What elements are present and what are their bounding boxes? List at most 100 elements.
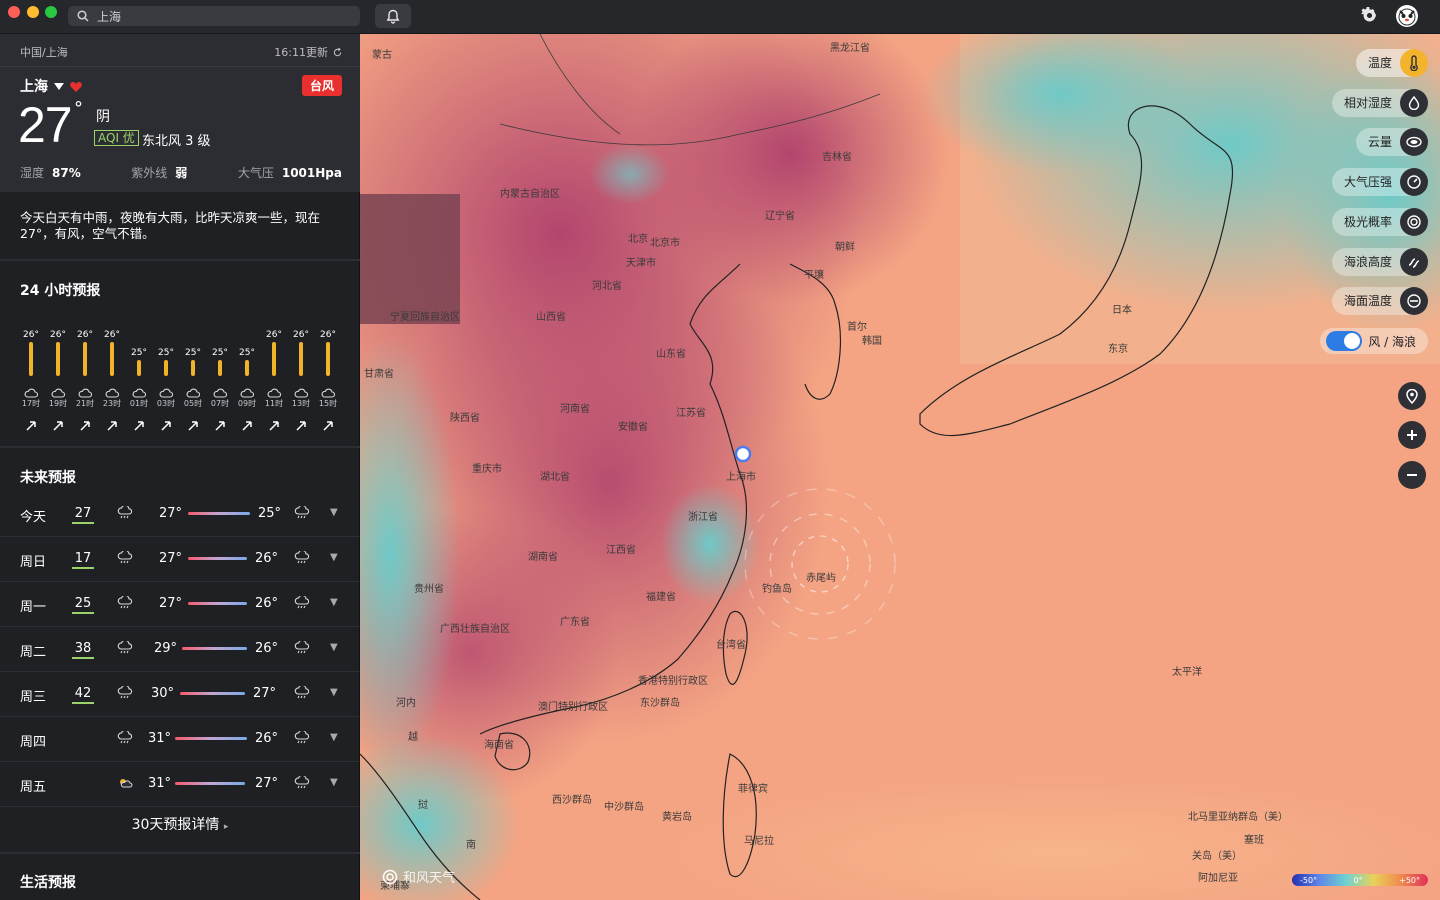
daily-row[interactable]: 周三 42 30° 27° ▼ <box>0 672 360 717</box>
rain-cloud-icon <box>240 383 255 402</box>
refresh-icon[interactable] <box>333 47 342 57</box>
chevron-down-icon[interactable]: ▼ <box>330 732 338 743</box>
daily-row[interactable]: 周四 31° 26° ▼ <box>0 717 360 762</box>
aqi-badge[interactable]: AQI 优 <box>94 130 139 146</box>
thermometer-icon[interactable] <box>1400 49 1428 77</box>
wind-wave-toggle[interactable]: 风 / 海浪 <box>1320 328 1428 354</box>
daily-high: 31° <box>148 731 172 746</box>
life-forecast-title: 生活预报 <box>20 875 76 891</box>
title-bar <box>0 0 1440 34</box>
daily-row[interactable]: 周二 38 29° 26° ▼ <box>0 627 360 672</box>
layer-option[interactable]: 相对湿度 <box>1331 88 1428 117</box>
night-rain-icon <box>294 504 310 524</box>
search-box[interactable] <box>68 6 360 26</box>
update-time[interactable]: 16:11更新 <box>274 44 342 60</box>
wind-direction-icon <box>80 416 90 435</box>
zoom-out-button[interactable] <box>1398 461 1426 489</box>
location-pin-icon <box>1406 388 1418 404</box>
city-selector[interactable]: 上海 <box>20 76 82 96</box>
layer-option[interactable]: 极光概率 <box>1331 207 1428 236</box>
droplet-icon[interactable] <box>1400 88 1428 117</box>
minimize-window-button[interactable] <box>27 6 39 18</box>
hourly-time: 09时 <box>237 399 257 408</box>
daily-row[interactable]: 今天 27 27° 25° ▼ <box>0 492 360 537</box>
wave-icon[interactable] <box>1400 247 1428 276</box>
zoom-window-button[interactable] <box>45 6 57 18</box>
layer-option[interactable]: 大气压强 <box>1331 168 1428 197</box>
gauge-icon[interactable] <box>1400 168 1428 197</box>
chevron-down-icon[interactable]: ▼ <box>330 687 338 698</box>
cloud-icon[interactable] <box>1400 128 1428 157</box>
map-label: 南 <box>466 840 476 851</box>
gear-icon[interactable] <box>1361 7 1378 24</box>
chevron-down-icon[interactable]: ▼ <box>330 777 338 788</box>
thirty-day-forecast-link[interactable]: 30天预报详情 ▸ <box>0 814 360 834</box>
hourly-temp: 25° <box>158 348 174 358</box>
typhoon-alert-badge[interactable]: 台风 <box>301 75 342 96</box>
chevron-down-icon[interactable]: ▼ <box>330 552 338 563</box>
search-input[interactable] <box>97 9 337 23</box>
map-label: 河内 <box>396 698 416 709</box>
map-label: 河北省 <box>592 281 622 292</box>
daily-aqi: 42 <box>72 686 94 704</box>
uv-stat: 紫外线弱 <box>131 164 187 181</box>
search-icon <box>77 10 89 22</box>
hourly-time: 21时 <box>75 399 95 408</box>
close-window-button[interactable] <box>8 6 20 18</box>
daily-low: 26° <box>255 641 279 656</box>
brand-logo-icon <box>382 869 398 884</box>
wind-direction-icon <box>53 416 63 435</box>
hourly-temp-bar <box>164 360 168 376</box>
zoom-in-button[interactable] <box>1398 421 1426 449</box>
sea-temp-icon[interactable] <box>1400 287 1428 316</box>
layer-option[interactable]: 温度 <box>1355 49 1428 77</box>
daily-aqi: 17 <box>72 551 94 569</box>
temperature-range-bar <box>175 737 247 740</box>
aurora-icon[interactable] <box>1400 207 1428 236</box>
daily-day: 周日 <box>20 555 47 570</box>
wind-direction-icon <box>215 416 225 435</box>
pressure-stat: 大气压 1001Hpa <box>238 164 342 181</box>
map-label: 陕西省 <box>450 413 480 424</box>
daily-high: 31° <box>148 776 172 791</box>
map-label: 太平洋 <box>1172 667 1202 678</box>
avatar[interactable] <box>1396 5 1418 27</box>
chevron-down-icon[interactable]: ▼ <box>330 507 338 518</box>
degree-symbol: ° <box>74 98 83 119</box>
hourly-temp: 26° <box>293 330 309 340</box>
layer-label[interactable]: 海浪高度 <box>1331 247 1414 276</box>
daily-row[interactable]: 周五 31° 27° ▼ <box>0 762 360 807</box>
map-label: 浙江省 <box>688 512 718 523</box>
daily-day: 周四 <box>20 735 47 750</box>
chevron-down-icon[interactable]: ▼ <box>330 597 338 608</box>
hourly-time: 07时 <box>210 399 230 408</box>
map-label: 河南省 <box>560 404 590 415</box>
humidity-value: 87% <box>52 166 81 180</box>
weather-map[interactable]: 蒙古 黑龙江省 吉林省 内蒙古自治区 辽宁省 朝鲜 北京 北京市 天津市 河北省 平壤 山西省 宁夏回族… <box>360 34 1440 900</box>
daily-row[interactable]: 周日 17 27° 26° ▼ <box>0 537 360 582</box>
daily-row[interactable]: 周一 25 27° 26° ▼ <box>0 582 360 627</box>
location-path: 中国/上海 <box>20 46 68 59</box>
hourly-temp-bar <box>299 342 303 376</box>
notifications-button[interactable] <box>375 4 411 28</box>
hourly-time: 15时 <box>318 399 338 408</box>
heart-icon[interactable] <box>70 81 82 92</box>
map-label: 越 <box>408 732 418 743</box>
daily-day: 周三 <box>20 690 47 705</box>
pressure-value: 1001Hpa <box>281 166 342 180</box>
hourly-temp-bar <box>326 342 330 376</box>
layer-option[interactable]: 海浪高度 <box>1331 247 1428 276</box>
toggle-switch[interactable] <box>1326 331 1363 351</box>
chevron-down-icon[interactable]: ▼ <box>330 642 338 653</box>
daily-low: 26° <box>255 551 279 566</box>
temperature-range-bar <box>188 512 250 515</box>
hourly-forecast-strip[interactable]: 26° 17时 26° 19时 26° 21时 26° 23时 25° 01时 25° 03时 25° 0… <box>18 330 342 434</box>
daily-low: 26° <box>255 596 279 611</box>
layer-option[interactable]: 云量 <box>1355 128 1428 157</box>
night-rain-icon <box>294 729 310 749</box>
layer-option[interactable]: 海面温度 <box>1331 287 1428 316</box>
temperature-heatmap <box>360 34 1440 900</box>
current-condition: 阴 <box>96 109 110 125</box>
locate-button[interactable] <box>1398 382 1426 410</box>
daily-forecast-title: 未来预报 <box>20 470 76 486</box>
